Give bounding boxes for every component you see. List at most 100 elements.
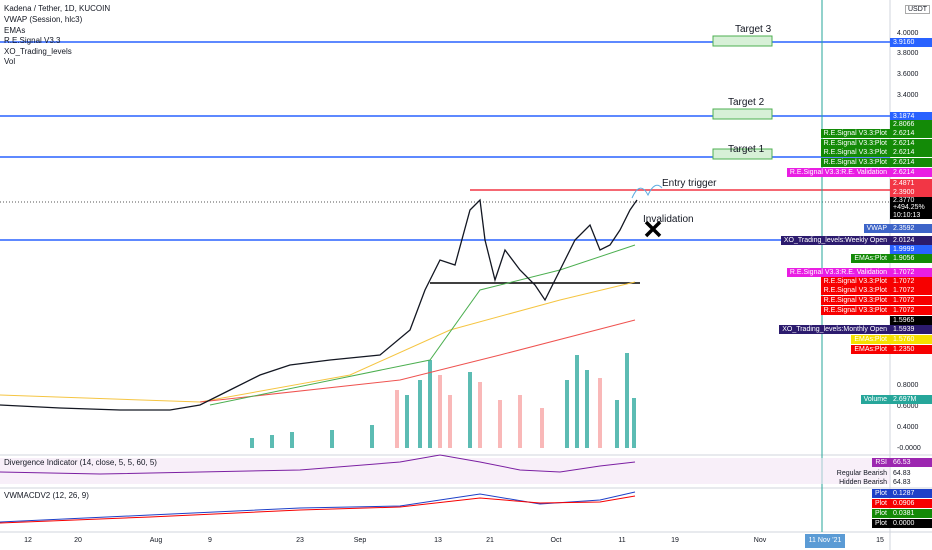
y-tick-label: 3.6000 <box>897 71 919 78</box>
countdown: 10:10:13 <box>893 211 921 219</box>
price-label: R.E.Signal V3.3:R.E. Validation 1.7072 <box>786 268 932 277</box>
macd-label: Plot 0.0906 <box>871 499 932 508</box>
label-value: 1.5939 <box>890 325 932 334</box>
indicator-name: R.E.Signal V3.3 <box>4 36 61 45</box>
pane-title: VWMACDV2 (12, 26, 9) <box>4 491 89 500</box>
price-label: Volume 2.697M <box>860 395 932 404</box>
rsi-label: Regular Bearish 64.83 <box>834 469 932 478</box>
price-label: R.E.Signal V3.3:Plot 2.6214 <box>820 158 932 167</box>
ema-line <box>0 281 636 403</box>
x-tick-label: 23 <box>296 537 304 544</box>
currency: USDT <box>905 5 931 14</box>
price-label: XO_Trading_levels:Weekly Open 2.0124 <box>780 236 932 245</box>
label-value: 0.0906 <box>890 499 932 508</box>
x-tick-label: Aug <box>149 537 163 544</box>
y-tick-label: 4.0000 <box>897 30 919 37</box>
label-name: R.E.Signal V3.3:Plot <box>820 148 890 157</box>
label-value: 1.7072 <box>890 286 932 295</box>
annotation: Target 1 <box>728 144 765 155</box>
x-tick-label: Sep <box>353 537 367 544</box>
label-value: 1.7072 <box>890 296 932 305</box>
price-label: XO_Trading_levels:Monthly Open 1.5939 <box>779 325 932 334</box>
price-label: R.E.Signal V3.3:Plot 1.7072 <box>820 277 932 286</box>
price-label: 3.9160 <box>890 38 932 47</box>
label-value: 0.0381 <box>890 509 932 518</box>
price-label: R.E.Signal V3.3:Plot 1.7072 <box>820 306 932 315</box>
label-value: 1.9999 <box>890 245 932 254</box>
label-value: 2.6214 <box>890 168 932 177</box>
label-value: 64.83 <box>893 479 911 486</box>
label-name: EMAs:Plot <box>851 345 890 354</box>
label-value: 2.697M <box>890 395 932 404</box>
invalidation-cross <box>644 220 662 238</box>
label-name: R.E.Signal V3.3:Plot <box>820 158 890 167</box>
label-value: 2.8066 <box>890 120 932 129</box>
label-name: EMAs:Plot <box>851 254 890 263</box>
label-name: Plot <box>871 499 890 508</box>
label-value: 2.6214 <box>890 158 932 167</box>
price-label: EMAs:Plot 1.5760 <box>851 335 932 344</box>
price-label: 2.4871 <box>890 179 932 188</box>
x-tick-label: Nov <box>753 537 767 544</box>
label-name: Volume <box>860 395 890 404</box>
ema-line <box>209 244 636 406</box>
macd-label: Plot 0.0000 <box>871 519 932 528</box>
signal-line <box>0 495 636 524</box>
rsi-line <box>0 454 636 475</box>
price-label: EMAs:Plot 1.2350 <box>851 345 932 354</box>
label-name: R.E.Signal V3.3:R.E. Validation <box>786 268 890 277</box>
rsi-label: RSI 66.53 <box>872 458 932 467</box>
price-label: R.E.Signal V3.3:Plot 2.6214 <box>820 148 932 157</box>
label-value: 1.9056 <box>890 254 932 263</box>
label-name: RSI <box>872 458 890 467</box>
label-name: R.E.Signal V3.3:Plot <box>820 286 890 295</box>
price-label: R.E.Signal V3.3:Plot 2.6214 <box>820 129 932 138</box>
price-label: 1.9999 <box>890 245 932 254</box>
macd-line <box>0 491 636 523</box>
price-label: 1.5965 <box>890 316 932 325</box>
indicator-name: EMAs <box>4 25 26 35</box>
label-value: 0.0000 <box>890 519 932 528</box>
annotation: Entry trigger <box>662 178 717 189</box>
ema-line <box>199 319 636 403</box>
price-label: R.E.Signal V3.3:R.E. Validation 2.6214 <box>786 168 932 177</box>
label-value: 1.7072 <box>890 268 932 277</box>
x-tick-label: 15 <box>876 537 884 544</box>
label-name: Plot <box>871 519 890 528</box>
last-price: 2.3770 <box>893 197 915 204</box>
pane-title: Divergence Indicator (14, close, 5, 5, 6… <box>4 458 157 467</box>
rsi-band <box>0 458 890 484</box>
cursor-date: 11 Nov '21 <box>805 534 845 548</box>
x-tick-label: 12 <box>24 537 32 544</box>
label-name: Plot <box>871 509 890 518</box>
rsi-label: Hidden Bearish 64.83 <box>836 478 932 487</box>
y-tick-label: 3.4000 <box>897 92 919 99</box>
target-box <box>712 108 773 120</box>
projection-path <box>631 184 663 199</box>
macd-label: Plot 0.1287 <box>871 489 932 498</box>
label-value: 3.1874 <box>890 112 932 121</box>
label-name: R.E.Signal V3.3:R.E. Validation <box>786 168 890 177</box>
price-label: R.E.Signal V3.3:Plot 1.7072 <box>820 286 932 295</box>
label-value: 2.4871 <box>890 179 932 188</box>
label-name: Regular Bearish <box>836 470 887 477</box>
annotation: Invalidation <box>643 214 694 225</box>
label-value: 3.9160 <box>890 38 932 47</box>
indicator-name: VWAP (Session, hlc3) <box>4 15 83 24</box>
annotation: Target 2 <box>728 97 765 108</box>
label-value: 1.7072 <box>890 277 932 286</box>
y-tick-label: 0.4000 <box>897 424 919 431</box>
price-label: 2.3900 <box>890 188 932 197</box>
y-tick-label: 0.8000 <box>897 382 919 389</box>
macd-label: Plot 0.0381 <box>871 509 932 518</box>
label-name: R.E.Signal V3.3:Plot <box>820 277 890 286</box>
label-name: Hidden Bearish <box>839 479 887 486</box>
x-tick-label: 21 <box>486 537 494 544</box>
label-value: 1.7072 <box>890 306 932 315</box>
volume-bars <box>250 353 636 448</box>
label-value: 66.53 <box>890 458 932 467</box>
chart-title: Kadena / Tether, 1D, KUCOIN <box>4 4 111 13</box>
label-value: 2.6214 <box>890 129 932 138</box>
label-value: 1.5965 <box>890 316 932 325</box>
y-tick-label: 0.6000 <box>897 403 919 410</box>
